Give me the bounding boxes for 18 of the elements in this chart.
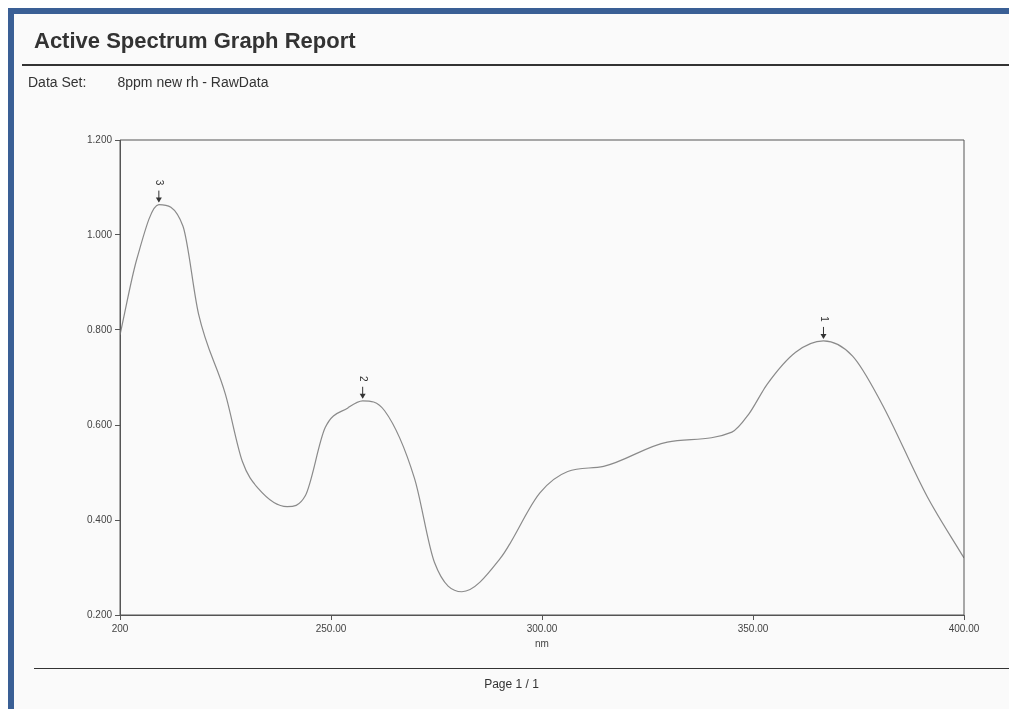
x-tick-label: 350.00 — [737, 622, 769, 634]
y-tick-label: 0.200 — [86, 608, 113, 620]
y-tick-label: 1.200 — [86, 133, 113, 145]
annotation: 3 — [154, 179, 166, 186]
x-tick-label: 200 — [111, 622, 129, 634]
text: Page 1 / 1 — [483, 676, 540, 691]
annotation: 1 — [818, 316, 830, 323]
x-tick-label: 300.00 — [526, 622, 558, 634]
y-tick-label: 0.800 — [86, 323, 113, 335]
x-tick-label: 400.00 — [948, 622, 980, 634]
x-axis-title: nm — [535, 637, 549, 649]
y-tick-label: 1.000 — [86, 228, 113, 240]
chart-subtitle: Data Set: 8ppm new rh - RawData — [27, 73, 270, 90]
y-tick-label: 0.400 — [86, 513, 113, 525]
y-tick-label: 0.600 — [86, 418, 113, 430]
x-tick-label: 250.00 — [315, 622, 347, 634]
chart-title: Active Spectrum Graph Report — [33, 27, 357, 54]
annotation: 2 — [357, 375, 369, 382]
